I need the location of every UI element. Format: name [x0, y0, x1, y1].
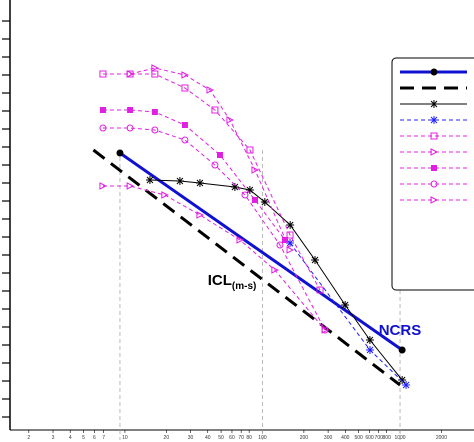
marker	[99, 70, 107, 78]
marker	[181, 71, 190, 79]
x-tick-label: 30	[188, 435, 194, 441]
marker	[430, 196, 439, 204]
x-tick-label: 50	[218, 435, 224, 441]
marker	[430, 180, 438, 188]
marker	[226, 116, 235, 124]
marker	[260, 198, 269, 206]
marker	[116, 149, 124, 157]
series-line	[129, 67, 291, 251]
x-tick-label: 6	[93, 435, 96, 441]
marker	[251, 197, 258, 203]
marker	[398, 346, 406, 354]
x-tick-label: 60	[229, 435, 235, 441]
x-tick-label: 20	[164, 435, 170, 441]
marker	[246, 146, 254, 154]
annotation-text: NCRS	[379, 322, 422, 339]
series-line	[102, 127, 326, 331]
series-line	[102, 73, 321, 291]
x-tick-label: 800	[383, 435, 392, 441]
marker	[286, 231, 294, 239]
series-line	[149, 179, 403, 381]
marker	[175, 177, 184, 185]
x-tick-label: 2	[27, 435, 30, 441]
marker	[196, 211, 205, 219]
marker	[271, 266, 279, 274]
legend	[391, 57, 474, 291]
marker	[151, 126, 159, 134]
marker	[181, 122, 188, 128]
marker	[151, 64, 159, 72]
marker	[251, 166, 260, 174]
marker	[181, 136, 189, 144]
marker	[195, 179, 204, 187]
x-tick-label: 600	[365, 435, 374, 441]
annotation-subscript: (m-s)	[232, 281, 256, 292]
marker	[151, 109, 158, 115]
marker	[402, 381, 411, 389]
marker	[181, 84, 189, 92]
marker	[316, 286, 324, 294]
x-tick-label: 40	[205, 435, 211, 441]
marker	[321, 326, 330, 334]
marker	[430, 116, 438, 124]
marker	[366, 346, 375, 354]
x-tick-label: 200	[300, 435, 309, 441]
marker	[99, 107, 106, 113]
marker	[151, 70, 159, 78]
marker	[127, 107, 134, 113]
marker	[430, 100, 438, 108]
marker	[311, 256, 320, 264]
marker	[431, 165, 437, 171]
marker	[230, 183, 239, 191]
marker	[126, 182, 135, 190]
marker	[206, 86, 215, 94]
x-tick-label: 4	[69, 435, 72, 441]
x-tick-label: 2000	[436, 435, 447, 441]
annotation: ICL(m-s)	[208, 272, 257, 292]
marker	[341, 301, 350, 309]
series-line	[92, 148, 401, 387]
x-tick-label: 7	[102, 435, 105, 441]
marker	[365, 336, 374, 344]
x-tick-label: 300	[324, 435, 333, 441]
marker	[430, 148, 439, 156]
marker	[398, 376, 407, 384]
series-line	[102, 185, 326, 331]
x-tick-label: 5	[82, 435, 85, 441]
marker	[216, 152, 223, 158]
marker	[126, 124, 134, 132]
x-tick-label: 70	[238, 435, 244, 441]
annotation: NCRS	[379, 322, 422, 339]
marker	[430, 132, 438, 140]
x-tick-label: 10	[122, 435, 128, 441]
marker	[145, 176, 154, 184]
marker	[276, 241, 284, 249]
marker	[161, 191, 169, 199]
x-tick-label: 500	[354, 435, 363, 441]
marker	[286, 239, 295, 247]
marker	[430, 68, 438, 76]
x-tick-label: 80	[246, 435, 252, 441]
marker	[99, 182, 108, 190]
marker	[241, 191, 249, 199]
marker	[211, 106, 219, 114]
marker	[245, 186, 254, 194]
x-tick-label: 3	[52, 435, 55, 441]
marker	[126, 70, 135, 78]
series-line	[119, 151, 403, 352]
marker	[286, 221, 295, 229]
annotation-text: ICL	[208, 272, 232, 289]
x-tick-label: 700	[375, 435, 384, 441]
marker	[99, 124, 107, 132]
marker	[282, 237, 289, 243]
x-tick-label: 400	[341, 435, 350, 441]
marker	[236, 236, 245, 244]
marker	[286, 246, 295, 254]
marker	[211, 161, 219, 169]
